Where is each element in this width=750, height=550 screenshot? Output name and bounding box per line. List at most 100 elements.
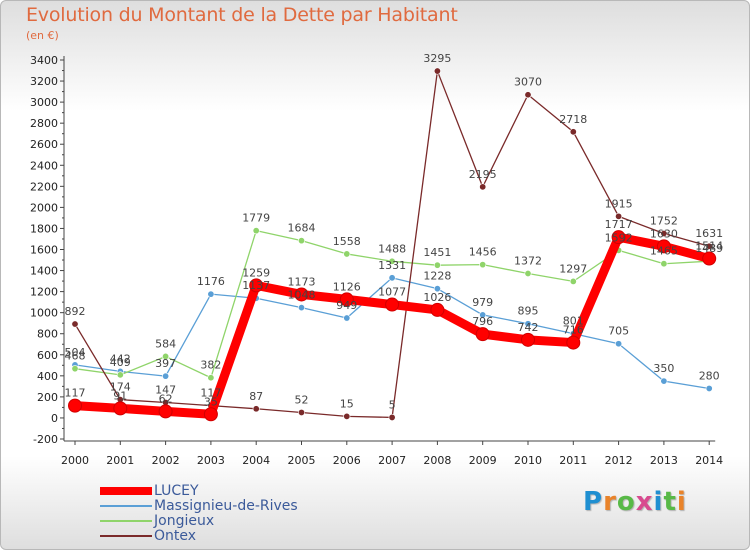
legend-label: Massignieu-de-Rives: [154, 498, 298, 514]
data-point: [252, 227, 260, 235]
data-point: [116, 371, 124, 379]
y-tick-label: 3000: [30, 96, 58, 109]
data-label: 1631: [695, 227, 723, 240]
legend-label: Jongieux: [154, 513, 215, 529]
data-point: [71, 320, 79, 328]
data-label: 892: [65, 305, 86, 318]
data-label: 117: [200, 387, 221, 400]
data-label: 1077: [378, 286, 406, 299]
y-tick-label: 1200: [30, 286, 58, 299]
y-tick-label: 3200: [30, 75, 58, 88]
x-tick-label: 2002: [152, 454, 180, 467]
data-label: 174: [110, 381, 131, 394]
logo-letter: r: [603, 487, 617, 517]
x-tick-label: 2003: [197, 454, 225, 467]
y-tick-label: 800: [37, 328, 58, 341]
data-label: 442: [110, 352, 131, 365]
data-point: [71, 365, 79, 373]
logo-letter: i: [676, 487, 687, 517]
x-tick-label: 2013: [650, 454, 678, 467]
y-tick-label: 2200: [30, 180, 58, 193]
data-point: [656, 239, 671, 254]
data-point: [68, 398, 82, 413]
data-label: 979: [472, 296, 493, 309]
data-label: 91: [113, 389, 127, 402]
data-point: [479, 261, 487, 269]
data-label: 801: [563, 315, 584, 328]
data-point: [479, 311, 487, 319]
data-label: 716: [563, 324, 584, 337]
x-tick-label: 2012: [605, 454, 633, 467]
y-tick-label: -200: [33, 433, 58, 446]
data-point: [297, 237, 305, 245]
y-tick-label: 0: [51, 412, 58, 425]
chart-title: Evolution du Montant de la Dette par Hab…: [26, 4, 458, 26]
data-label: 796: [472, 315, 493, 328]
legend-swatch: [100, 535, 152, 537]
y-tick-label: 600: [37, 349, 58, 362]
x-tick-label: 2001: [106, 454, 134, 467]
data-label: 1592: [605, 231, 633, 244]
x-tick-label: 2004: [242, 454, 270, 467]
data-label: 350: [653, 362, 674, 375]
data-point: [113, 401, 128, 416]
data-label: 280: [699, 369, 720, 382]
y-tick-label: 3400: [30, 54, 58, 67]
data-point: [158, 404, 173, 419]
data-point: [702, 251, 717, 266]
data-label: 705: [608, 325, 629, 338]
data-label: 117: [65, 387, 86, 400]
data-point: [162, 352, 170, 360]
data-label: 1717: [605, 218, 633, 231]
data-point: [388, 257, 396, 265]
data-label: 3295: [423, 52, 451, 65]
y-tick-label: 2000: [30, 201, 58, 214]
y-tick-label: 1600: [30, 244, 58, 257]
data-point: [343, 250, 351, 258]
data-label: 52: [295, 393, 309, 406]
data-point: [615, 340, 623, 348]
data-point: [433, 261, 441, 269]
data-point: [343, 314, 351, 322]
data-label: 397: [155, 357, 176, 370]
data-point: [611, 230, 626, 245]
data-label: 1026: [423, 291, 451, 304]
logo-letter: i: [653, 487, 664, 517]
data-point: [430, 302, 445, 317]
data-label: 35: [204, 395, 218, 408]
data-point: [615, 212, 623, 220]
data-point: [569, 128, 577, 136]
data-label: 1048: [288, 289, 316, 302]
data-label: 1465: [650, 245, 678, 258]
data-label: 1451: [423, 246, 451, 259]
data-point: [297, 408, 305, 416]
x-tick-label: 2008: [423, 454, 451, 467]
x-tick-label: 2014: [695, 454, 723, 467]
data-label: 409: [110, 356, 131, 369]
data-point: [660, 260, 668, 268]
data-point: [479, 183, 487, 191]
data-point: [207, 290, 215, 298]
data-point: [705, 242, 713, 250]
data-label: 62: [159, 392, 173, 405]
legend-swatch: [100, 520, 152, 522]
data-label: 15: [340, 397, 354, 410]
logo-letter: o: [616, 487, 636, 517]
data-point: [343, 412, 351, 420]
data-label: 949: [336, 299, 357, 312]
data-label: 1297: [559, 262, 587, 275]
data-point: [339, 292, 354, 307]
y-tick-label: 1000: [30, 307, 58, 320]
data-point: [433, 67, 441, 75]
legend-label: LUCEY: [154, 483, 199, 499]
data-point: [249, 278, 264, 293]
y-tick-label: 1800: [30, 222, 58, 235]
data-point: [521, 332, 535, 347]
data-label: 468: [65, 350, 86, 363]
logo-letter: t: [663, 487, 677, 517]
data-label: 2195: [469, 168, 497, 181]
legend-swatch: [100, 505, 152, 507]
proxiti-logo: Proxiti: [583, 487, 687, 517]
data-label: 1228: [423, 270, 451, 283]
